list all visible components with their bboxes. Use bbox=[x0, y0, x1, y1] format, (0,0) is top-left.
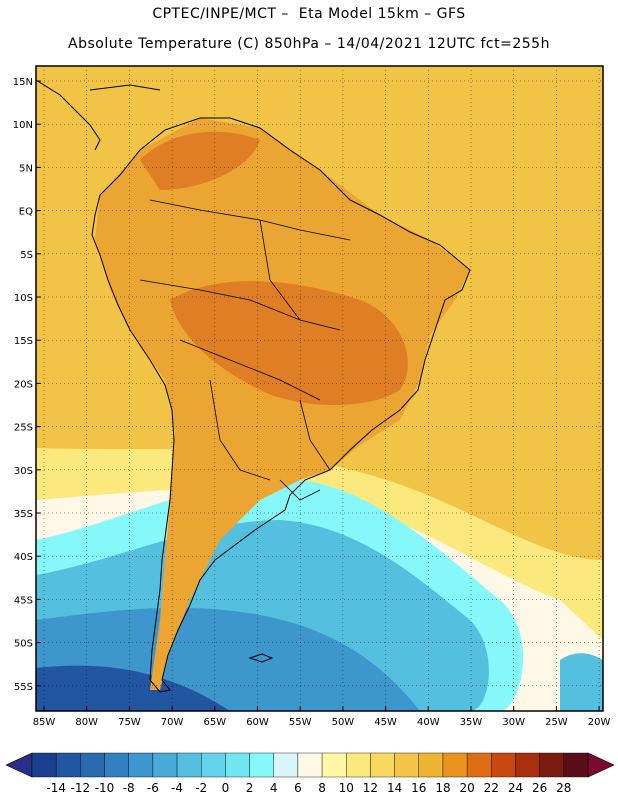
map-title: CPTEC/INPE/MCT – Eta Model 15km – GFS bbox=[152, 6, 466, 22]
lon-label: 25W bbox=[545, 717, 568, 728]
lon-label: 50W bbox=[332, 717, 355, 728]
colorbar-swatch bbox=[225, 752, 250, 778]
colorbar-swatch bbox=[55, 752, 81, 778]
colorbar-label: 22 bbox=[484, 781, 499, 795]
colorbar-swatch bbox=[321, 752, 347, 778]
colorbar-swatch bbox=[297, 752, 323, 778]
lat-label: 20S bbox=[14, 379, 33, 390]
colorbar-swatch bbox=[515, 752, 540, 778]
lon-label: 65W bbox=[203, 717, 226, 728]
lon-label: 70W bbox=[161, 717, 184, 728]
colorbar-high-arrow bbox=[587, 752, 615, 778]
map-frame bbox=[35, 65, 604, 712]
lon-label: 75W bbox=[118, 717, 141, 728]
colorbar: -14 -12 -10 -8 -6 -4 -2 0 2 4 6 8 10 12 14 16 18 20 22 24 26… bbox=[5, 752, 615, 795]
colorbar-label: 20 bbox=[459, 781, 474, 795]
coastline bbox=[91, 117, 471, 693]
colorbar-swatch bbox=[346, 752, 371, 778]
colorbar-swatch bbox=[176, 752, 202, 778]
lat-label: 35S bbox=[14, 509, 33, 520]
colorbar-label: 2 bbox=[246, 781, 254, 795]
colorbar-label: 28 bbox=[556, 781, 571, 795]
colorbar-label: -12 bbox=[71, 781, 91, 795]
colorbar-swatch bbox=[273, 752, 299, 778]
continent-field bbox=[95, 118, 470, 690]
colorbar-label: -14 bbox=[46, 781, 66, 795]
colorbar-label: -10 bbox=[95, 781, 115, 795]
lon-label: 20W bbox=[588, 717, 611, 728]
colorbar-label: 12 bbox=[363, 781, 378, 795]
lat-label: 25S bbox=[14, 423, 33, 434]
colorbar-label: -2 bbox=[195, 781, 207, 795]
colorbar-swatch bbox=[563, 752, 589, 778]
lat-label: 10S bbox=[14, 293, 33, 304]
colorbar-swatch bbox=[104, 752, 129, 778]
map-subtitle: Absolute Temperature (C) 850hPa – 14/04/… bbox=[68, 36, 550, 52]
lat-label: 45S bbox=[14, 595, 33, 606]
colorbar-label: 10 bbox=[339, 781, 354, 795]
lon-label: 30W bbox=[502, 717, 525, 728]
lat-label: 30S bbox=[14, 466, 33, 477]
colorbar-swatch bbox=[466, 752, 492, 778]
colorbar-swatch bbox=[80, 752, 105, 778]
colorbar-label: 4 bbox=[270, 781, 278, 795]
colorbar-low-arrow bbox=[5, 752, 33, 778]
colorbar-swatch bbox=[370, 752, 395, 778]
colorbar-label: 24 bbox=[508, 781, 523, 795]
colorbar-swatch bbox=[539, 752, 565, 778]
colorbar-label: 16 bbox=[411, 781, 426, 795]
colorbar-label: 18 bbox=[435, 781, 450, 795]
colorbar-swatch bbox=[394, 752, 419, 778]
colorbar-swatch bbox=[442, 752, 468, 778]
lon-label: 55W bbox=[289, 717, 312, 728]
falklands-outline bbox=[248, 653, 274, 663]
lon-label: 60W bbox=[246, 717, 269, 728]
lat-label: 5N bbox=[19, 163, 33, 174]
latitude-axis: 15N 10N 5N EQ 5S 10S 15S 20S 25S 30S 35S 40S 45S 50S 5… bbox=[13, 77, 41, 693]
colorbar-swatch bbox=[201, 752, 226, 778]
hot-north bbox=[140, 131, 260, 190]
colorbar-swatch bbox=[31, 752, 57, 778]
colorbar-swatch bbox=[491, 752, 516, 778]
band-minus12C bbox=[36, 665, 230, 711]
central-america-coast bbox=[36, 79, 101, 151]
caribbean-islands bbox=[89, 84, 161, 91]
colorbar-label: 26 bbox=[532, 781, 547, 795]
colorbar-swatch bbox=[249, 752, 274, 778]
colorbar-swatch bbox=[152, 752, 178, 778]
colorbar-label: 14 bbox=[387, 781, 402, 795]
colorbar-label: -8 bbox=[123, 781, 135, 795]
longitude-axis: 85W 80W 75W 70W 65W 60W 55W 50W 45W 40W 35W 30W 25W 2… bbox=[33, 706, 611, 728]
colorbar-label: 0 bbox=[222, 781, 230, 795]
lon-label: 35W bbox=[460, 717, 483, 728]
lat-label: 15S bbox=[14, 336, 33, 347]
colorbar-label: 6 bbox=[294, 781, 302, 795]
lat-label: 40S bbox=[14, 552, 33, 563]
colorbar-label: -6 bbox=[147, 781, 159, 795]
colorbar-label: 8 bbox=[318, 781, 326, 795]
graticule bbox=[36, 66, 603, 711]
hot-core bbox=[170, 281, 408, 405]
lon-label: 80W bbox=[75, 717, 98, 728]
lat-label: 55S bbox=[14, 682, 33, 693]
lat-label: 15N bbox=[13, 77, 33, 88]
lon-label: 40W bbox=[417, 717, 440, 728]
lat-label: EQ bbox=[19, 207, 33, 218]
lon-label: 45W bbox=[374, 717, 397, 728]
lat-label: 50S bbox=[14, 639, 33, 650]
colorbar-swatch bbox=[418, 752, 444, 778]
band-se-cool bbox=[560, 653, 603, 711]
lon-label: 85W bbox=[33, 717, 56, 728]
colorbar-label: -4 bbox=[171, 781, 183, 795]
lat-label: 10N bbox=[13, 120, 33, 131]
lat-label: 5S bbox=[20, 250, 33, 261]
map-field bbox=[36, 66, 603, 711]
colorbar-swatch bbox=[128, 752, 154, 778]
